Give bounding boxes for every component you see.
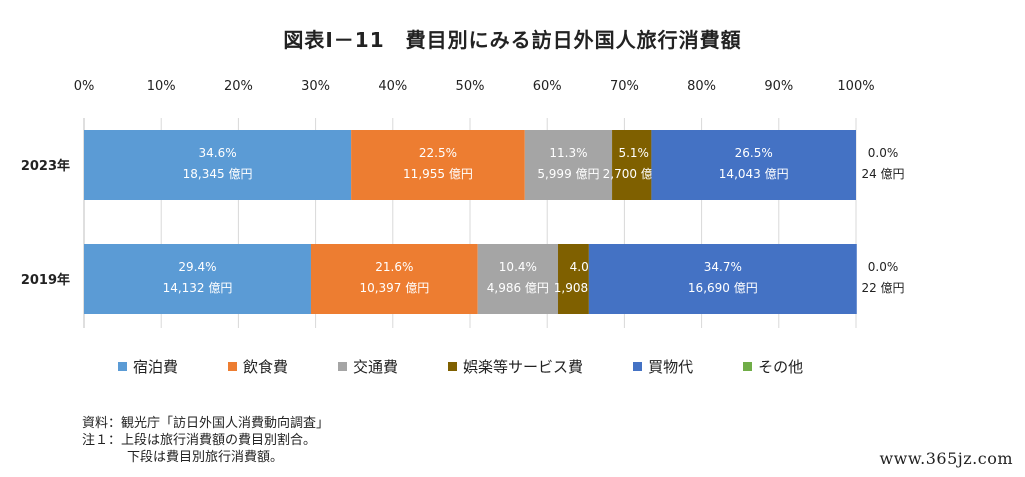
x-tick-label: 100%	[837, 79, 874, 94]
data-label-amount: 14,132 億円	[163, 281, 233, 295]
source-text: 資料：観光庁「訪日外国人消費動向調査」	[82, 416, 330, 431]
legend-label: 買物代	[648, 358, 694, 376]
chart-legend: 宿泊費 飲食費 交通費 娯楽等サービス費 買物代 その他	[118, 356, 853, 377]
bar-segment	[84, 130, 352, 200]
x-tick-label: 80%	[687, 79, 716, 94]
data-label-amount: 22 億円	[861, 281, 904, 295]
x-tick-label: 90%	[764, 79, 793, 94]
data-label-amount: 4,986 億円	[487, 281, 549, 295]
data-label-percent: 0.0%	[868, 260, 899, 274]
x-tick-label: 10%	[147, 79, 176, 94]
category-label: 2019年	[21, 272, 70, 288]
x-tick-label: 0%	[74, 79, 95, 94]
data-label-amount: 5,999 億円	[537, 167, 599, 181]
legend-item: その他	[743, 356, 803, 377]
x-tick-label: 20%	[224, 79, 253, 94]
legend-swatch	[118, 362, 127, 371]
watermark-text: www.365jz.com	[879, 449, 1013, 468]
legend-swatch	[743, 362, 753, 371]
source-notes: 資料：観光庁「訪日外国人消費動向調査」 注１：上段は旅行消費額の費目別割合。 下…	[82, 415, 329, 466]
bar-segment	[588, 244, 857, 314]
stacked-bar-chart: 0% 10% 20% 30% 40% 50% 60% 70% 80% 90% 100% 2023年 20…	[21, 79, 905, 328]
chart-title: 図表Ⅰ－11 費目別にみる訪日外国人旅行消費額	[283, 28, 742, 52]
legend-swatch	[338, 362, 348, 371]
data-label-percent: 22.5%	[419, 146, 457, 160]
data-label-amount: 24 億円	[861, 167, 904, 181]
legend-label: 飲食費	[243, 358, 289, 376]
x-tick-label: 30%	[301, 79, 330, 94]
data-label-amount: 16,690 億円	[688, 281, 758, 295]
x-tick-label: 50%	[456, 79, 485, 94]
data-label-percent: 5.1%	[618, 146, 649, 160]
data-label-amount: 10,397 億円	[359, 281, 429, 295]
bar-segment	[651, 130, 856, 200]
legend-item: 娯楽等サービス費	[448, 356, 583, 377]
note-1-text: 注１：上段は旅行消費額の費目別割合。	[82, 433, 317, 448]
legend-item: 宿泊費	[118, 356, 178, 377]
data-label-amount: 11,955 億円	[403, 167, 473, 181]
x-tick-label: 60%	[533, 79, 562, 94]
bar-segment	[612, 130, 652, 200]
legend-label: 娯楽等サービス費	[463, 358, 584, 376]
data-label-percent: 0.0%	[868, 146, 899, 160]
data-label-percent: 29.4%	[178, 260, 216, 274]
data-label-percent: 10.4%	[499, 260, 537, 274]
data-label-amount: 14,043 億円	[719, 167, 789, 181]
bar-segment	[310, 244, 478, 314]
legend-item: 交通費	[338, 356, 398, 377]
bar-segment	[84, 244, 311, 314]
bar-segment	[558, 244, 589, 314]
legend-swatch	[633, 362, 643, 371]
data-label-percent: 34.6%	[198, 146, 236, 160]
legend-label: 宿泊費	[133, 358, 179, 376]
note-1-continued-text: 下段は費目別旅行消費額。	[127, 450, 284, 465]
x-tick-label: 40%	[378, 79, 407, 94]
bar-segment	[351, 130, 525, 200]
data-label-amount: 18,345 億円	[183, 167, 253, 181]
legend-item: 飲食費	[228, 356, 288, 377]
data-label-percent: 11.3%	[549, 146, 587, 160]
legend-label: 交通費	[353, 358, 399, 376]
legend-swatch	[228, 362, 238, 371]
category-label: 2023年	[21, 158, 70, 174]
data-label-percent: 34.7%	[704, 260, 742, 274]
legend-label: その他	[758, 358, 804, 376]
data-label-percent: 26.5%	[735, 146, 773, 160]
legend-swatch	[448, 362, 458, 371]
bar-segment	[477, 244, 559, 314]
legend-item: 買物代	[633, 356, 693, 377]
x-tick-label: 70%	[610, 79, 639, 94]
data-label-percent: 21.6%	[375, 260, 413, 274]
bar-segment	[524, 130, 613, 200]
data-label-amount: 2,700 億円	[603, 167, 665, 181]
